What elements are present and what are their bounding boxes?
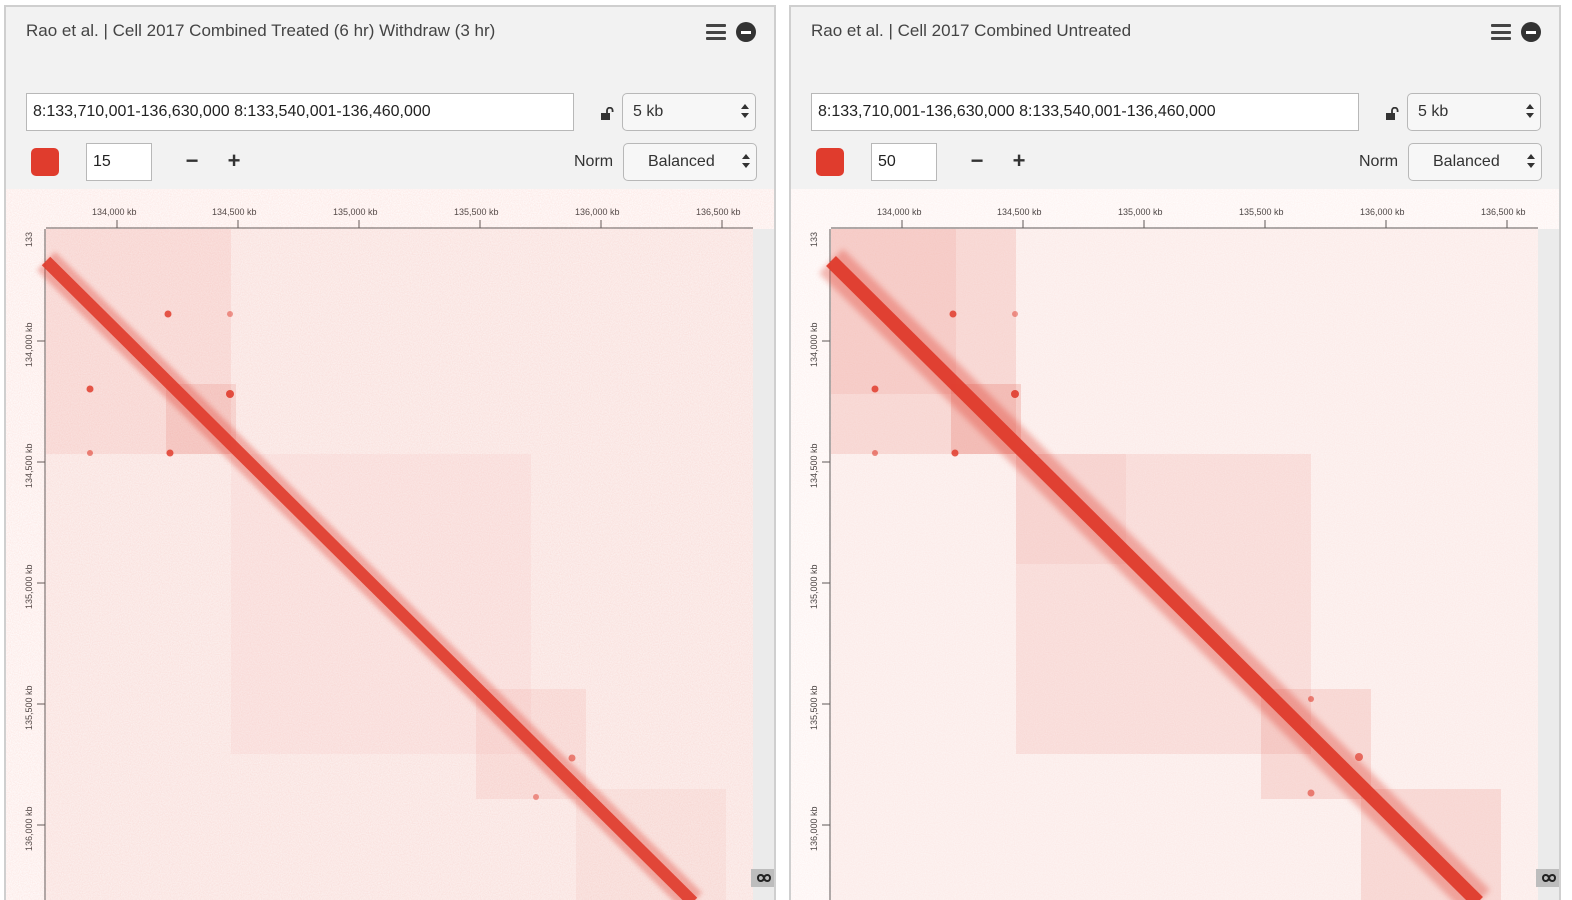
x-tick-label: 135,500 kb <box>454 207 499 217</box>
color-scale-max-input[interactable]: 15 <box>86 143 152 181</box>
x-tick-label: 134,000 kb <box>877 207 922 217</box>
y-tick-label: 135,000 kb <box>24 564 34 609</box>
x-tick-label: 136,500 kb <box>696 207 741 217</box>
y-tick-label: 134,500 kb <box>809 443 819 488</box>
infinity-icon[interactable] <box>751 869 774 887</box>
select-arrows-icon <box>1527 154 1535 170</box>
y-tick-label: 135,000 kb <box>809 564 819 609</box>
panel-title: Rao et al. | Cell 2017 Combined Untreate… <box>811 21 1132 40</box>
normalization-select[interactable]: Balanced <box>1408 143 1542 181</box>
lock-icon[interactable] <box>1385 107 1399 121</box>
resolution-value: 5 kb <box>633 103 664 120</box>
resolution-select[interactable]: 5 kb <box>622 93 756 131</box>
locus-input[interactable]: 8:133,710,001-136,630,000 8:133,540,001-… <box>811 93 1359 131</box>
heatmap[interactable] <box>819 229 1538 900</box>
infinity-icon[interactable] <box>1536 869 1559 887</box>
x-tick-label: 136,000 kb <box>575 207 620 217</box>
y-tick-label: 136,000 kb <box>24 806 34 851</box>
heatmap[interactable] <box>36 229 753 900</box>
normalization-value: Balanced <box>1433 153 1500 170</box>
contact-map-area[interactable]: 134,000 kb 134,500 kb 135,000 kb 135,500… <box>791 189 1561 900</box>
normalization-select[interactable]: Balanced <box>623 143 757 181</box>
hamburger-menu-icon[interactable] <box>1491 24 1511 40</box>
x-tick-label: 134,000 kb <box>92 207 137 217</box>
remove-panel-icon[interactable] <box>736 22 756 42</box>
decrease-color-scale-button[interactable]: − <box>185 148 199 173</box>
y-tick-label: 134,500 kb <box>24 443 34 488</box>
y-tick-label: 135,500 kb <box>24 685 34 730</box>
select-arrows-icon <box>1526 104 1534 120</box>
decrease-color-scale-button[interactable]: − <box>970 148 984 173</box>
y-tick-label: 136,000 kb <box>809 806 819 851</box>
contact-map-panel-left: Rao et al. | Cell 2017 Combined Treated … <box>4 5 776 900</box>
norm-label: Norm <box>1359 153 1399 170</box>
locus-input[interactable]: 8:133,710,001-136,630,000 8:133,540,001-… <box>26 93 574 131</box>
resolution-value: 5 kb <box>1418 103 1449 120</box>
x-tick-label: 135,000 kb <box>333 207 378 217</box>
norm-label: Norm <box>574 153 614 170</box>
contact-map-svg[interactable]: 134,000 kb 134,500 kb 135,000 kb 135,500… <box>6 189 776 900</box>
y-tick-label: 135,500 kb <box>809 685 819 730</box>
panel-title: Rao et al. | Cell 2017 Combined Treated … <box>26 21 496 40</box>
x-tick-label: 136,500 kb <box>1481 207 1526 217</box>
y-tick-label: 133 <box>809 232 819 247</box>
hamburger-menu-icon[interactable] <box>706 24 726 40</box>
contact-map-svg[interactable]: 134,000 kb 134,500 kb 135,000 kb 135,500… <box>791 189 1561 900</box>
color-swatch-button[interactable] <box>31 148 59 176</box>
increase-color-scale-button[interactable]: + <box>227 148 241 173</box>
x-tick-label: 136,000 kb <box>1360 207 1405 217</box>
resolution-select[interactable]: 5 kb <box>1407 93 1541 131</box>
increase-color-scale-button[interactable]: + <box>1012 148 1026 173</box>
color-scale-max-input[interactable]: 50 <box>871 143 937 181</box>
select-arrows-icon <box>742 154 750 170</box>
lock-icon[interactable] <box>600 107 614 121</box>
y-tick-label: 134,000 kb <box>809 322 819 367</box>
x-tick-label: 134,500 kb <box>997 207 1042 217</box>
x-tick-label: 135,500 kb <box>1239 207 1284 217</box>
contact-map-panel-right: Rao et al. | Cell 2017 Combined Untreate… <box>789 5 1561 900</box>
y-tick-label: 133 <box>24 232 34 247</box>
remove-panel-icon[interactable] <box>1521 22 1541 42</box>
x-tick-label: 135,000 kb <box>1118 207 1163 217</box>
normalization-value: Balanced <box>648 153 715 170</box>
y-tick-label: 134,000 kb <box>24 322 34 367</box>
select-arrows-icon <box>741 104 749 120</box>
color-swatch-button[interactable] <box>816 148 844 176</box>
contact-map-area[interactable]: 134,000 kb 134,500 kb 135,000 kb 135,500… <box>6 189 776 900</box>
x-tick-label: 134,500 kb <box>212 207 257 217</box>
